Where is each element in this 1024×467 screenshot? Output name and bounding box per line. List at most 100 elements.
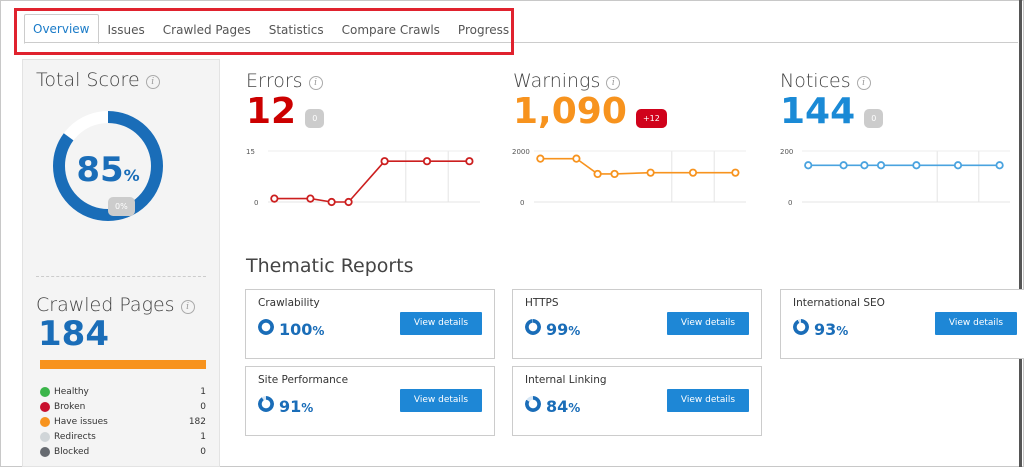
- total-score-title: Total Score: [36, 69, 140, 91]
- data-point: [912, 161, 921, 170]
- warnings-metric: Warnings i 1,090 +12: [513, 70, 667, 132]
- crawled-pages-value: 184: [38, 314, 109, 354]
- card-percent: 84%: [546, 397, 581, 416]
- legend-value: 0: [200, 401, 206, 412]
- view-details-button[interactable]: View details: [400, 389, 482, 412]
- card-international-seo: International SEO 93% View details: [780, 289, 1024, 359]
- legend-value: 1: [200, 386, 206, 397]
- data-point: [572, 154, 581, 163]
- tab-bar: Overview Issues Crawled Pages Statistics…: [24, 14, 518, 44]
- errors-value: 12: [246, 91, 297, 132]
- legend-value: 1: [200, 431, 206, 442]
- data-point: [953, 161, 963, 170]
- info-icon[interactable]: i: [180, 299, 195, 314]
- warnings-title: Warnings: [513, 70, 601, 92]
- legend-label: Broken: [54, 401, 86, 412]
- total-score-donut: [53, 111, 163, 221]
- tab-issues[interactable]: Issues: [107, 23, 145, 37]
- card-site-performance: Site Performance 91% View details: [245, 366, 495, 436]
- data-point: [995, 161, 1004, 170]
- legend-row: Broken 0: [40, 399, 206, 414]
- y-tick-label: 0: [520, 199, 524, 207]
- view-details-button[interactable]: View details: [667, 389, 749, 412]
- progress-ring-icon: [258, 319, 274, 335]
- legend-dot-icon: [40, 446, 50, 457]
- y-tick-label: 15: [246, 148, 255, 156]
- score-change-badge: 0%: [108, 196, 135, 216]
- data-point: [860, 161, 869, 170]
- total-score-header: Total Score i: [36, 69, 160, 91]
- notices-metric: Notices i 144 0: [780, 70, 884, 132]
- errors-title: Errors: [246, 70, 303, 92]
- y-tick-label: 200: [780, 148, 793, 156]
- notices-title: Notices: [780, 70, 851, 92]
- legend-dot-icon: [40, 401, 50, 412]
- tab-progress[interactable]: Progress: [457, 23, 510, 37]
- legend-label: Healthy: [54, 386, 89, 397]
- y-tick-label: 0: [788, 199, 792, 207]
- data-point: [839, 161, 848, 170]
- view-details-button[interactable]: View details: [935, 312, 1017, 335]
- errors-badge: 0: [305, 109, 325, 128]
- crawled-pages-header: Crawled Pages i: [36, 294, 195, 316]
- card-name: HTTPS: [525, 297, 559, 309]
- card-percent: 93%: [814, 320, 849, 339]
- view-details-button[interactable]: View details: [400, 312, 482, 335]
- legend-row: Blocked 0: [40, 444, 206, 459]
- data-point: [688, 168, 698, 177]
- left-panel: Total Score i 85% 0% Crawled Pages i 184 H…: [22, 59, 220, 467]
- errors-metric: Errors i 12 0: [246, 70, 325, 132]
- progress-ring-icon: [525, 319, 541, 335]
- series-line: [540, 157, 736, 175]
- data-point: [593, 169, 602, 179]
- info-icon[interactable]: i: [308, 75, 323, 90]
- legend-row: Have issues 182: [40, 414, 206, 429]
- progress-ring-icon: [793, 319, 809, 335]
- right-edge: [1019, 0, 1022, 467]
- card-name: Internal Linking: [525, 374, 607, 386]
- info-icon[interactable]: i: [856, 75, 871, 90]
- card-percent: 91%: [279, 397, 314, 416]
- data-point: [876, 161, 886, 170]
- total-score-value: 85%: [52, 150, 164, 190]
- score-unit: %: [123, 166, 140, 185]
- progress-ring-icon: [258, 396, 274, 412]
- donut-arc: [53, 111, 163, 221]
- progress-ring-icon: [525, 396, 541, 412]
- view-details-button[interactable]: View details: [667, 312, 749, 335]
- legend-dot-icon: [40, 416, 50, 427]
- legend-dot-icon: [40, 386, 50, 397]
- series-line: [274, 160, 470, 203]
- notices-chart: 2000: [780, 148, 1010, 207]
- data-point: [344, 197, 353, 207]
- legend-value: 182: [188, 416, 206, 427]
- info-icon[interactable]: i: [145, 74, 160, 89]
- tab-overview[interactable]: Overview: [24, 14, 99, 44]
- card-name: Site Performance: [258, 374, 349, 386]
- legend-label: Have issues: [54, 416, 108, 427]
- card-percent: 100%: [279, 320, 325, 339]
- legend-value: 0: [200, 446, 206, 457]
- card-percent: 99%: [546, 320, 581, 339]
- info-icon[interactable]: i: [606, 75, 621, 90]
- crawled-pages-title: Crawled Pages: [36, 294, 175, 316]
- data-point: [610, 169, 619, 179]
- tab-divider: [24, 42, 1018, 43]
- legend-row: Healthy 1: [40, 384, 206, 399]
- warnings-value: 1,090: [513, 91, 627, 132]
- crawled-pages-bar: [40, 360, 206, 369]
- legend-row: Redirects 1: [40, 429, 206, 444]
- legend-label: Redirects: [54, 431, 96, 442]
- score-number: 85: [76, 150, 124, 190]
- tab-compare-crawls[interactable]: Compare Crawls: [341, 23, 440, 37]
- card-https: HTTPS 99% View details: [512, 289, 762, 359]
- tab-crawled-pages[interactable]: Crawled Pages: [162, 23, 251, 37]
- data-point: [327, 197, 336, 207]
- tab-highlight-box: [14, 8, 514, 55]
- data-point: [804, 161, 813, 170]
- card-internal-linking: Internal Linking 84% View details: [512, 366, 762, 436]
- card-name: Crawlability: [258, 297, 320, 309]
- tab-statistics[interactable]: Statistics: [268, 23, 324, 37]
- card-name: International SEO: [793, 297, 885, 309]
- warnings-chart: 2000 0: [512, 148, 746, 207]
